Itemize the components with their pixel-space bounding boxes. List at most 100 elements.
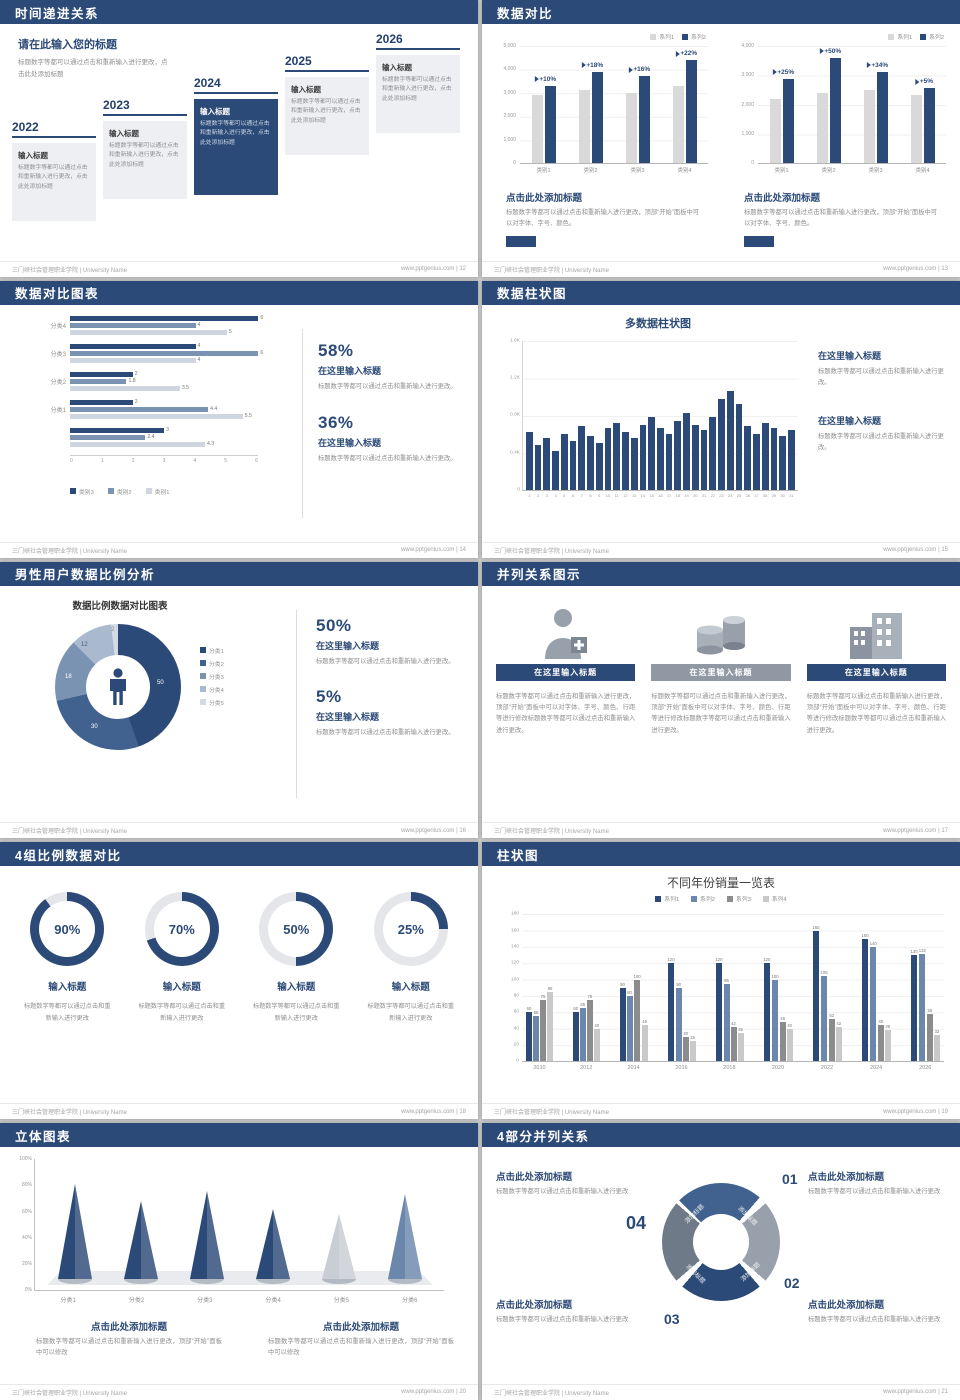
stat-title: 在这里输入标题 bbox=[318, 437, 382, 448]
bar-group: +5% 类别4 bbox=[905, 46, 941, 174]
chart-title: 多数据柱状图 bbox=[625, 317, 691, 330]
slide-body: 多数据柱状图 1 2 3 4 5 6 7 8 9 10 11 12 13 14 15 16 17 18 19 20 21… bbox=[482, 305, 960, 542]
bar bbox=[630, 437, 638, 490]
x-tick: 29 bbox=[771, 492, 777, 498]
caption-text: 标题数字等都可以通过点击和重新输入进行更改 bbox=[496, 1188, 629, 1196]
bar bbox=[683, 413, 690, 490]
slide-yearly-sales-chart: 柱状图 不同年份销量一览表 系列1 系列2 系列3 系列4 60 55 75 85 2010 6… bbox=[482, 842, 960, 1120]
stat-text: 标题数字等都可以通过点击和重新输入进行更改。 bbox=[318, 454, 457, 462]
legend-item: 类别1 bbox=[145, 487, 169, 496]
footer-page: www.pptgenius.com | 13 bbox=[883, 266, 948, 273]
slide-title-bar: 4组比例数据对比 bbox=[0, 842, 478, 867]
bar-wrap: 3 bbox=[543, 341, 551, 498]
column-chart: 1 2 3 4 5 6 7 8 9 10 11 12 13 14 15 16 17 18 19 20 21 22 23 24 2… bbox=[510, 338, 798, 498]
bar-wrap: 42 bbox=[730, 914, 737, 1062]
bar-wrap: 150 bbox=[861, 914, 869, 1062]
bar bbox=[533, 1016, 539, 1062]
bar-wrap: 4 bbox=[552, 341, 559, 498]
legend-item: 类别3 bbox=[70, 487, 94, 496]
bar-wrap: 32 bbox=[933, 914, 940, 1062]
bar-row: 4 bbox=[70, 322, 284, 329]
building-icon bbox=[807, 602, 946, 664]
step-number: 01 bbox=[782, 1171, 798, 1188]
caption-text: 标题数字等都可以通过点击和重新输入进行更改 bbox=[808, 1188, 941, 1196]
x-tick: 13 bbox=[631, 492, 637, 498]
y-axis-label: 3,000 bbox=[503, 89, 516, 96]
caption-title: 点击此处添加标题 bbox=[496, 1300, 573, 1312]
bar-series1 bbox=[863, 90, 875, 163]
bar-wrap: 14 bbox=[639, 341, 647, 498]
legend-label: 分类1 bbox=[209, 648, 224, 655]
bar-group: +22% 类别4 bbox=[667, 46, 703, 174]
y-axis-label: 140 bbox=[510, 944, 519, 950]
gauge-percent: 70% bbox=[153, 901, 210, 958]
text-block: 在这里输入标题 标题数字等都可以通过点击和重新输入进行更改。 bbox=[818, 349, 946, 388]
footer-page: www.pptgenius.com | 16 bbox=[401, 827, 466, 834]
column-title-banner: 在这里输入标题 bbox=[806, 663, 946, 681]
x-tick: 5 bbox=[563, 492, 566, 498]
y-axis-label: 0 bbox=[751, 160, 754, 166]
legend-item: 系列2 bbox=[682, 32, 706, 41]
value-label: 120 bbox=[715, 957, 723, 963]
x-tick: 20 bbox=[693, 492, 698, 498]
footer-org: 三门峡社会管理职业学院 | University Name bbox=[494, 267, 609, 274]
x-tick: 2 bbox=[131, 457, 135, 464]
value-label: 4.3 bbox=[206, 440, 215, 447]
legend-item: 分类4 bbox=[200, 685, 224, 694]
x-tick: 6 bbox=[255, 457, 258, 464]
legend-label: 分类4 bbox=[209, 687, 224, 694]
bar-row: 1.8 bbox=[70, 378, 284, 385]
flag-icon bbox=[534, 76, 539, 83]
more-button[interactable] bbox=[506, 236, 536, 248]
comparison-panel-right: 系列1 系列2 4,000 3,000 2,000 1,000 0 +25% 类别1 +50% 类… bbox=[728, 32, 952, 269]
value-label: 80 bbox=[627, 990, 632, 996]
bar-wrap: 75 bbox=[540, 914, 546, 1062]
slide-title-bar: 柱状图 bbox=[482, 842, 960, 867]
step-number: 04 bbox=[626, 1213, 647, 1234]
x-tick: 24 bbox=[728, 492, 733, 498]
bar-row: 4 bbox=[70, 343, 284, 350]
bar-group: 150 140 45 38 2024 bbox=[861, 914, 891, 1071]
delta-label: +50% bbox=[819, 48, 841, 55]
step-number: 03 bbox=[664, 1311, 680, 1328]
bar-series2 bbox=[685, 60, 697, 163]
plot-area: +25% 类别1 +50% 类别2 +34% 类别3 +5% 类别4 bbox=[758, 46, 946, 174]
bar-group: 120 90 30 25 2016 bbox=[667, 914, 696, 1071]
value-label: 5 bbox=[228, 328, 232, 335]
bar bbox=[668, 963, 674, 1062]
footer-org: 三门峡社会管理职业学院 | University Name bbox=[12, 1390, 127, 1397]
slide-body: 系列1 系列2 5,000 4,000 3,000 2,000 1,000 0 +10% 类别1… bbox=[482, 24, 960, 261]
y-axis-label: 40% bbox=[21, 1234, 32, 1241]
divider bbox=[296, 609, 297, 799]
gauge-column: 50% 输入标题 标题数字等都可以通过点击和重新输入进行更改 bbox=[239, 892, 354, 1023]
footer-org: 三门峡社会管理职业学院 | University Name bbox=[494, 829, 609, 836]
slide-comparison-chart: 数据对比图表 分类4 6 4 5 分类3 4 6 4 分类2 2 1.8 3.5 分类1 2 4.4 5.5 3… bbox=[0, 280, 478, 558]
bar bbox=[70, 378, 127, 384]
bar-wrap: 1 bbox=[526, 341, 533, 498]
x-tick: 7 bbox=[580, 492, 583, 498]
value-label: 6 bbox=[260, 349, 264, 356]
bar bbox=[786, 1028, 793, 1062]
bar-series1 bbox=[910, 95, 922, 163]
bar bbox=[828, 1018, 835, 1062]
bar bbox=[779, 435, 787, 490]
bar-wrap: 132 bbox=[919, 914, 926, 1062]
x-tick: 12 bbox=[623, 492, 628, 498]
bar bbox=[70, 406, 209, 412]
legend-label: 系列2 bbox=[700, 897, 715, 904]
x-tick: 17 bbox=[666, 492, 672, 498]
timeline-box-title: 输入标题 bbox=[109, 129, 139, 138]
bar bbox=[788, 430, 795, 490]
bar-wrap: 10 bbox=[604, 341, 612, 498]
block-title: 在这里输入标题 bbox=[818, 416, 882, 427]
timeline-box-text: 标题数字等都可以通过点击和重新输入进行更改，点击此处添加标题 bbox=[382, 77, 452, 102]
gauge-title: 输入标题 bbox=[391, 982, 430, 994]
segment-value-label: 2 bbox=[111, 626, 115, 633]
bar bbox=[70, 427, 165, 433]
more-button[interactable] bbox=[744, 236, 774, 248]
caption-block: 点击此处添加标题 标题数字等都可以通过点击和重新输入进行更改，顶部“开始”面板中… bbox=[506, 190, 708, 248]
bar bbox=[821, 975, 828, 1062]
timeline-year-underline bbox=[12, 136, 96, 138]
bar-wrap: 40 bbox=[786, 914, 793, 1062]
